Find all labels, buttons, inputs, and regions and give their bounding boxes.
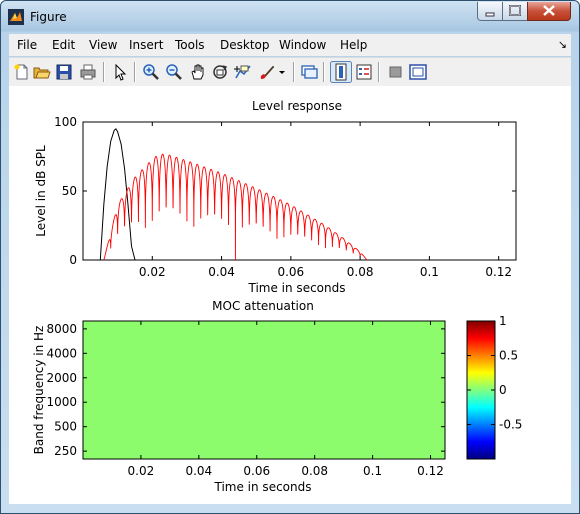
- moc-attenuation-ylabel: Band frequency in Hz: [32, 326, 46, 455]
- save-icon[interactable]: [55, 63, 73, 81]
- hide-plot-tools-icon[interactable]: [387, 63, 405, 81]
- print-icon[interactable]: [79, 63, 97, 81]
- menu-tools[interactable]: Tools: [175, 38, 205, 52]
- new-figure-icon[interactable]: [13, 63, 31, 81]
- xtick-label: 0.08: [347, 265, 374, 279]
- colorbar-tick-label: 0: [499, 383, 507, 397]
- moc-attenuation-axes[interactable]: MOC attenuation 0.02 0.04 0.06 0.08 0.1 0.12 8…: [32, 299, 446, 494]
- toolbar-separator: [293, 62, 295, 82]
- zoom-in-icon[interactable]: [142, 63, 160, 81]
- colorbar-gradient: [466, 320, 496, 460]
- pan-icon[interactable]: [189, 63, 207, 81]
- maximize-icon: [509, 5, 521, 16]
- open-file-icon[interactable]: [33, 63, 51, 81]
- colorbar-tick-label: 1: [499, 314, 507, 328]
- toolbar-separator: [323, 62, 325, 82]
- figure-toolbar: [9, 57, 571, 86]
- xtick-label: 0.12: [417, 464, 444, 478]
- colorbar-tick-label: -0.5: [499, 418, 522, 432]
- close-icon: [543, 5, 555, 16]
- menu-bar: File Edit View Insert Tools Desktop Wind…: [9, 34, 571, 56]
- level-response-axes[interactable]: Level response 0.02 0.04 0.06 0.08 0.1 0.12 0 5…: [34, 99, 517, 295]
- figure-svg: Level response 0.02 0.04 0.06 0.08 0.1 0.12 0 5…: [32, 99, 522, 494]
- level-response-plot-area: [82, 121, 517, 261]
- xtick-label: 0.1: [420, 265, 439, 279]
- menu-desktop[interactable]: Desktop: [220, 38, 270, 52]
- ytick-label: 2000: [46, 371, 77, 385]
- minimize-button[interactable]: [477, 2, 503, 21]
- data-cursor-icon[interactable]: [234, 63, 252, 81]
- zoom-out-icon[interactable]: [165, 63, 183, 81]
- xtick-label: 0.08: [301, 464, 328, 478]
- moc-attenuation-xlabel: Time in seconds: [214, 480, 312, 494]
- link-plot-icon[interactable]: [300, 63, 318, 81]
- menu-edit[interactable]: Edit: [52, 38, 76, 52]
- pointer-icon[interactable]: [111, 63, 129, 81]
- ytick-label: 100: [54, 115, 77, 129]
- ytick-label: 500: [54, 420, 77, 434]
- ytick-label: 50: [62, 184, 77, 198]
- rotate-3d-icon[interactable]: [211, 63, 229, 81]
- level-response-xlabel: Time in seconds: [248, 281, 346, 295]
- series-black-line: [99, 128, 136, 261]
- xtick-label: 0.04: [185, 464, 212, 478]
- colorbar-icon[interactable]: [330, 61, 352, 83]
- brush-icon[interactable]: [258, 63, 276, 81]
- colorbar[interactable]: 1 0.5 0 -0.5: [466, 314, 522, 460]
- toolbar-separator: [103, 62, 105, 82]
- figure-canvas: Level response 0.02 0.04 0.06 0.08 0.1 0.12 0 5…: [9, 86, 571, 504]
- ytick-label: 0: [69, 253, 77, 267]
- xtick-label: 0.02: [139, 265, 166, 279]
- xtick-label: 0.12: [485, 265, 512, 279]
- ytick-label: 8000: [46, 322, 77, 336]
- dock-figure-icon[interactable]: ↘: [557, 38, 567, 51]
- legend-icon[interactable]: [355, 63, 373, 81]
- menu-view[interactable]: View: [89, 38, 118, 52]
- ytick-label: 4000: [46, 346, 77, 360]
- menu-file[interactable]: File: [17, 38, 38, 52]
- close-button[interactable]: [527, 2, 571, 21]
- minimize-icon: [485, 12, 495, 17]
- ytick-label: 1000: [46, 395, 77, 409]
- toolbar-separator: [378, 62, 380, 82]
- menu-help[interactable]: Help: [340, 38, 368, 52]
- menu-window[interactable]: Window: [279, 38, 327, 52]
- moc-attenuation-heatmap: [82, 320, 446, 460]
- matlab-app-icon: [8, 9, 24, 25]
- window-title: Figure: [30, 10, 67, 24]
- maximize-button[interactable]: [502, 2, 528, 21]
- ytick-label: 250: [54, 444, 77, 458]
- xtick-label: 0.02: [128, 464, 155, 478]
- brush-dropdown-icon[interactable]: [277, 63, 287, 81]
- colorbar-tick-label: 0.5: [499, 349, 518, 363]
- level-response-title: Level response: [252, 99, 342, 113]
- toolbar-separator: [134, 62, 136, 82]
- series-red-line: [103, 153, 368, 261]
- menu-insert[interactable]: Insert: [129, 38, 164, 52]
- xtick-label: 0.1: [363, 464, 382, 478]
- xtick-label: 0.04: [208, 265, 235, 279]
- moc-attenuation-title: MOC attenuation: [212, 299, 314, 313]
- level-response-ylabel: Level in dB SPL: [34, 145, 48, 237]
- xtick-label: 0.06: [243, 464, 270, 478]
- show-plot-tools-icon[interactable]: [409, 63, 427, 81]
- title-bar[interactable]: Figure: [1, 1, 579, 31]
- xtick-label: 0.06: [277, 265, 304, 279]
